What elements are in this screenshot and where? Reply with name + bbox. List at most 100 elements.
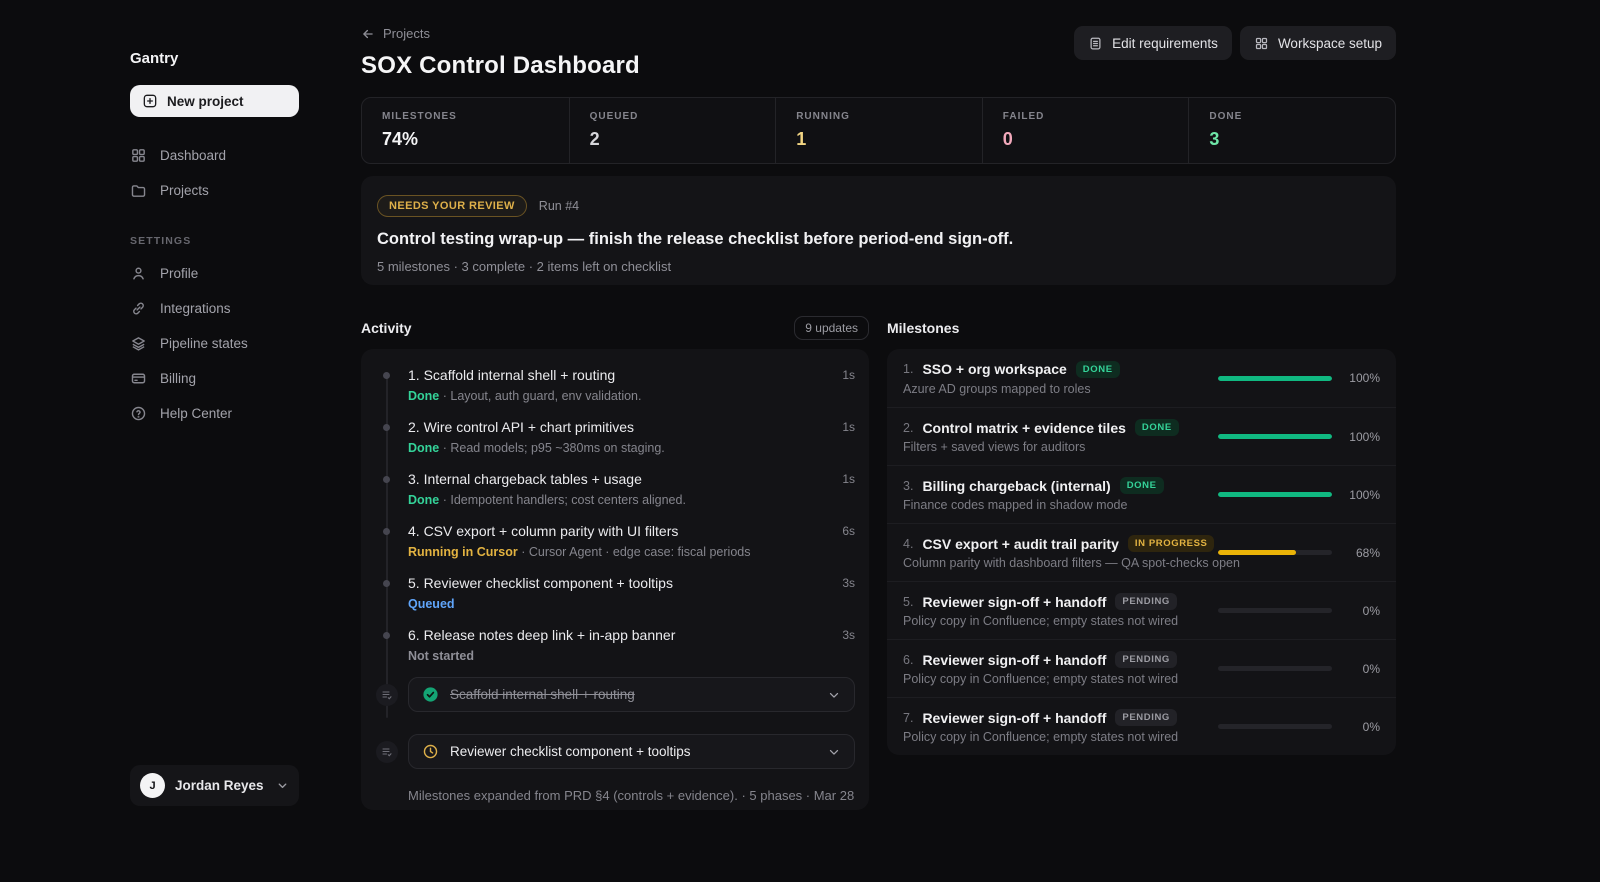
- user-name: Jordan Reyes: [175, 778, 264, 793]
- activity-item[interactable]: 1. Scaffold internal shell + routing Don…: [383, 365, 855, 405]
- progress-bar-fill: [1218, 492, 1332, 497]
- activity-item-title: 1. Scaffold internal shell + routing: [408, 367, 616, 383]
- breadcrumb-label: Projects: [383, 26, 430, 41]
- checklist-expander-pending[interactable]: Reviewer checklist component + tooltips: [376, 734, 855, 769]
- activity-item[interactable]: 2. Wire control API + chart primitives D…: [383, 417, 855, 457]
- stat-cell: MILESTONES 74%: [362, 98, 569, 163]
- milestone-title: Control matrix + evidence tiles: [922, 419, 1126, 436]
- activity-item-detail: · Cursor Agent · edge case: fiscal perio…: [521, 545, 751, 559]
- settings-section-header: SETTINGS: [130, 235, 192, 247]
- milestone-number: 5.: [903, 594, 914, 609]
- sidebar-item-integrations[interactable]: Integrations: [130, 294, 299, 323]
- progress-percent: 0%: [1362, 603, 1380, 618]
- status-badge: DONE: [1075, 360, 1120, 378]
- milestone-row[interactable]: 1. SSO + org workspace DONE Azure AD gro…: [887, 349, 1396, 407]
- milestone-row[interactable]: 3. Billing chargeback (internal) DONE Fi…: [887, 465, 1396, 523]
- stat-value: 74%: [382, 129, 419, 149]
- milestone-number: 1.: [903, 362, 914, 376]
- activity-item-duration: 3s: [842, 576, 855, 590]
- stats-strip: MILESTONES 74% QUEUED 2 RUNNING 1 FAILED…: [361, 97, 1396, 164]
- milestone-subtitle: Azure AD groups mapped to roles: [903, 381, 1091, 396]
- avatar: J: [140, 773, 165, 798]
- new-project-button[interactable]: New project: [130, 85, 299, 117]
- activity-item-status: Running in Cursor: [408, 545, 518, 559]
- stat-label: MILESTONES: [382, 111, 457, 122]
- status-badge: IN PROGRESS: [1127, 535, 1215, 552]
- milestone-number: 4.: [903, 536, 914, 551]
- activity-item[interactable]: 3. Internal chargeback tables + usage Do…: [383, 469, 855, 509]
- review-headline: Control testing wrap-up — finish the rel…: [377, 230, 1014, 248]
- stat-label: DONE: [1209, 111, 1243, 122]
- grid-icon: [1254, 36, 1269, 51]
- arrow-left-icon: [361, 27, 375, 41]
- sidebar-item-label: Pipeline states: [160, 336, 248, 351]
- milestone-row[interactable]: 5. Reviewer sign-off + handoff PENDING P…: [887, 581, 1396, 639]
- sidebar-item-projects[interactable]: Projects: [130, 176, 299, 205]
- checklist-expander-completed[interactable]: Scaffold internal shell + routing: [376, 677, 855, 712]
- progress-percent: 100%: [1349, 429, 1380, 444]
- new-project-label: New project: [167, 93, 244, 109]
- layers-icon: [130, 335, 147, 352]
- document-icon: [1088, 36, 1103, 51]
- progress-bar: [1218, 608, 1332, 613]
- activity-list: 1. Scaffold internal shell + routing Don…: [383, 365, 855, 665]
- user-menu[interactable]: J Jordan Reyes: [130, 765, 299, 806]
- main-content: Projects SOX Control Dashboard Edit requ…: [330, 0, 1600, 882]
- activity-item[interactable]: 4. CSV export + column parity with UI fi…: [383, 521, 855, 561]
- milestones-panel: 1. SSO + org workspace DONE Azure AD gro…: [887, 349, 1396, 755]
- stat-cell: FAILED 0: [981, 98, 1189, 163]
- milestone-subtitle: Policy copy in Confluence; empty states …: [903, 730, 1179, 744]
- progress-percent: 100%: [1349, 371, 1380, 385]
- activity-item-duration: 1s: [842, 472, 855, 486]
- timeline-dot-icon: [383, 476, 390, 483]
- milestones-column: Milestones 1. SSO + org workspace DONE A…: [887, 316, 1396, 810]
- timeline-dot-icon: [383, 372, 390, 379]
- expander-label: Scaffold internal shell + routing: [450, 687, 635, 702]
- activity-item-title: 4. CSV export + column parity with UI fi…: [408, 523, 679, 539]
- status-badge: DONE: [1134, 419, 1179, 436]
- activity-column: Activity 9 updates 1. Scaffold internal …: [361, 316, 869, 810]
- stat-cell: RUNNING 1: [775, 98, 982, 163]
- timeline-dot-icon: [383, 528, 390, 535]
- status-badge: DONE: [1119, 477, 1164, 494]
- sidebar-item-label: Dashboard: [160, 148, 227, 163]
- sidebar: Gantry New project Dashboard Projects SE…: [0, 0, 330, 882]
- sidebar-item-label: Integrations: [160, 301, 231, 316]
- milestone-title: Billing chargeback (internal): [922, 477, 1111, 494]
- sidebar-item-dashboard[interactable]: Dashboard: [130, 141, 299, 170]
- needs-review-badge: NEEDS YOUR REVIEW: [377, 195, 527, 217]
- progress-bar-fill: [1218, 434, 1332, 439]
- folder-icon: [130, 182, 147, 199]
- link-icon: [130, 300, 147, 317]
- activity-item-status: Done: [408, 493, 440, 507]
- edit-requirements-button[interactable]: Edit requirements: [1074, 26, 1232, 60]
- sidebar-item-profile[interactable]: Profile: [130, 259, 299, 288]
- activity-item-status: Queued: [408, 597, 455, 611]
- sidebar-item-label: Profile: [160, 266, 199, 281]
- stat-value: 0: [1002, 129, 1013, 149]
- activity-item[interactable]: 5. Reviewer checklist component + toolti…: [383, 573, 855, 613]
- dashboard-grid-icon: [130, 147, 147, 164]
- milestone-row[interactable]: 6. Reviewer sign-off + handoff PENDING P…: [887, 639, 1396, 697]
- stat-value: 2: [589, 129, 600, 149]
- activity-item-duration: 3s: [842, 628, 855, 642]
- sidebar-item-pipeline-states[interactable]: Pipeline states: [130, 329, 299, 358]
- progress-bar-fill: [1218, 550, 1296, 555]
- review-banner: NEEDS YOUR REVIEW Run #4 Control testing…: [361, 176, 1396, 285]
- milestone-row[interactable]: 7. Reviewer sign-off + handoff PENDING P…: [887, 697, 1396, 755]
- timeline-dot-icon: [383, 580, 390, 587]
- sidebar-item-billing[interactable]: Billing: [130, 364, 299, 393]
- chevron-down-icon: [827, 745, 841, 759]
- milestone-subtitle: Column parity with dashboard filters — Q…: [903, 556, 1240, 570]
- activity-item-detail: · Layout, auth guard, env validation.: [442, 389, 642, 403]
- sidebar-item-help-center[interactable]: Help Center: [130, 399, 299, 428]
- workspace-setup-button[interactable]: Workspace setup: [1239, 26, 1396, 60]
- updates-count-badge[interactable]: 9 updates: [794, 316, 869, 340]
- milestone-number: 6.: [903, 652, 914, 667]
- milestone-row[interactable]: 4. CSV export + audit trail parity IN PR…: [887, 523, 1396, 581]
- activity-item[interactable]: 6. Release notes deep link + in-app bann…: [383, 625, 855, 665]
- expander-label: Reviewer checklist component + tooltips: [450, 744, 691, 759]
- stat-label: RUNNING: [796, 111, 850, 122]
- milestone-row[interactable]: 2. Control matrix + evidence tiles DONE …: [887, 407, 1396, 465]
- breadcrumb[interactable]: Projects: [361, 26, 640, 41]
